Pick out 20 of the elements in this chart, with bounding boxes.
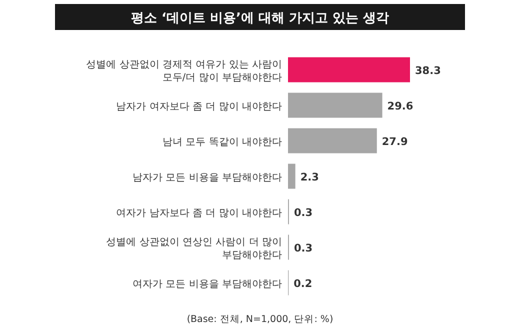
bar <box>288 57 410 82</box>
data-label: 29.6 <box>387 100 414 112</box>
y-tick-label: 여자가 모든 비용을 부담해야한다 <box>132 278 282 290</box>
bar <box>288 92 382 118</box>
y-tick-label: 남녀 모두 똑같이 내야한다 <box>162 136 282 148</box>
y-tick-label: 성별에 상관없이 경제적 여유가 있는 사람이 모두/더 많이 부담해야한다 <box>86 59 282 84</box>
data-label: 38.3 <box>415 64 441 77</box>
data-label: 0.3 <box>294 206 313 219</box>
data-label: 27.9 <box>382 136 408 148</box>
data-label: 0.3 <box>294 242 313 254</box>
y-tick-label: 남자가 모든 비용을 부담해야한다 <box>132 172 282 184</box>
text: (Base: 전체, N=1,000, 단위: %) <box>186 314 334 325</box>
bar <box>288 164 296 189</box>
chart-title: 평소 ‘데이트 비용’에 대해 가지고 있는 생각 <box>130 11 390 26</box>
y-tick-label: 여자가 남자보다 좀 더 많이 내야한다 <box>116 208 282 219</box>
data-label: 0.2 <box>294 278 312 290</box>
bar <box>288 128 377 154</box>
y-tick-label: 성별에 상관없이 연상인 사람이 더 많이 부담해야한다 <box>106 236 282 261</box>
y-tick-label: 남자가 여자보다 좀 더 많이 내야한다 <box>116 101 282 112</box>
data-label: 2.3 <box>300 171 319 184</box>
